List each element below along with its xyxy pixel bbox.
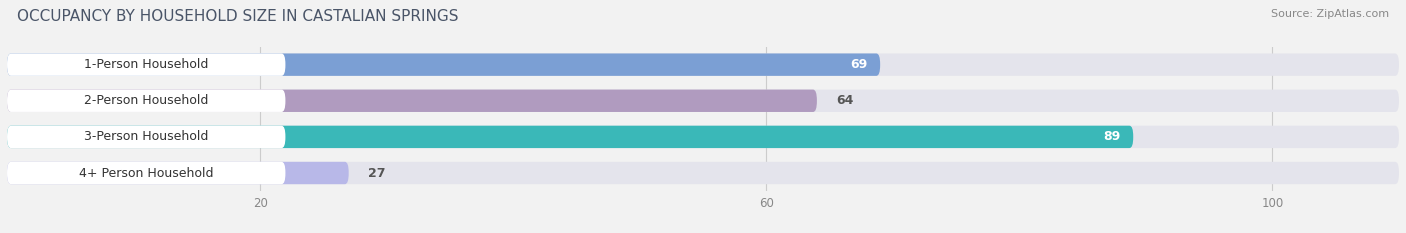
Text: OCCUPANCY BY HOUSEHOLD SIZE IN CASTALIAN SPRINGS: OCCUPANCY BY HOUSEHOLD SIZE IN CASTALIAN…	[17, 9, 458, 24]
Text: 69: 69	[851, 58, 868, 71]
Text: 89: 89	[1104, 130, 1121, 143]
Text: 4+ Person Household: 4+ Person Household	[79, 167, 214, 179]
FancyBboxPatch shape	[7, 162, 349, 184]
Text: Source: ZipAtlas.com: Source: ZipAtlas.com	[1271, 9, 1389, 19]
FancyBboxPatch shape	[7, 126, 1133, 148]
FancyBboxPatch shape	[7, 53, 880, 76]
FancyBboxPatch shape	[7, 126, 285, 148]
FancyBboxPatch shape	[7, 162, 1399, 184]
Text: 1-Person Household: 1-Person Household	[84, 58, 208, 71]
Text: 3-Person Household: 3-Person Household	[84, 130, 208, 143]
FancyBboxPatch shape	[7, 126, 1399, 148]
Text: 27: 27	[368, 167, 385, 179]
Text: 64: 64	[835, 94, 853, 107]
FancyBboxPatch shape	[7, 53, 1399, 76]
FancyBboxPatch shape	[7, 162, 285, 184]
FancyBboxPatch shape	[7, 53, 285, 76]
Text: 2-Person Household: 2-Person Household	[84, 94, 208, 107]
FancyBboxPatch shape	[7, 89, 1399, 112]
FancyBboxPatch shape	[7, 89, 285, 112]
FancyBboxPatch shape	[7, 89, 817, 112]
